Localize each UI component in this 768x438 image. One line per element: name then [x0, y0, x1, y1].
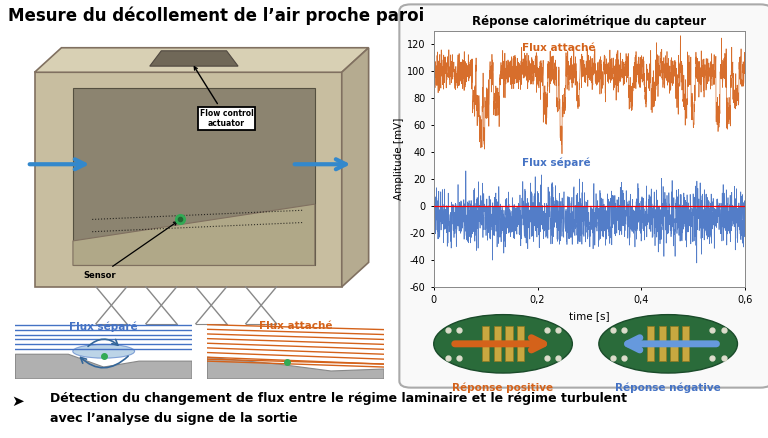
Polygon shape	[150, 51, 238, 66]
Text: Flow control
actuator: Flow control actuator	[194, 67, 253, 128]
Text: Détection du changement de flux entre le régime laminaire et le régime turbulent: Détection du changement de flux entre le…	[50, 392, 627, 405]
Polygon shape	[35, 48, 369, 72]
X-axis label: time [s]: time [s]	[569, 311, 610, 321]
Title: Réponse calorimétrique du capteur: Réponse calorimétrique du capteur	[472, 15, 707, 28]
FancyBboxPatch shape	[482, 326, 489, 361]
Polygon shape	[207, 357, 384, 379]
Polygon shape	[73, 88, 315, 265]
Ellipse shape	[73, 344, 134, 358]
FancyBboxPatch shape	[659, 326, 666, 361]
Ellipse shape	[434, 314, 572, 373]
Text: avec l’analyse du signe de la sortie: avec l’analyse du signe de la sortie	[50, 412, 297, 425]
Text: Flux séparé: Flux séparé	[69, 321, 138, 332]
Polygon shape	[15, 354, 192, 379]
Polygon shape	[35, 72, 342, 287]
Polygon shape	[73, 204, 315, 265]
FancyBboxPatch shape	[494, 326, 501, 361]
FancyBboxPatch shape	[682, 326, 690, 361]
Text: Sensor: Sensor	[84, 222, 177, 280]
Polygon shape	[342, 48, 369, 287]
FancyBboxPatch shape	[517, 326, 525, 361]
Text: Flux attaché: Flux attaché	[522, 43, 595, 53]
Y-axis label: Amplitude [mV]: Amplitude [mV]	[394, 117, 404, 200]
Ellipse shape	[599, 314, 737, 373]
Text: Flux séparé: Flux séparé	[522, 158, 591, 168]
FancyBboxPatch shape	[647, 326, 654, 361]
Text: Réponse négative: Réponse négative	[615, 382, 721, 393]
Text: ➤: ➤	[12, 394, 25, 409]
FancyBboxPatch shape	[670, 326, 677, 361]
FancyBboxPatch shape	[505, 326, 512, 361]
Text: Réponse positive: Réponse positive	[452, 382, 554, 393]
Text: Flux attaché: Flux attaché	[259, 321, 333, 331]
Text: Mesure du décollement de l’air proche paroi: Mesure du décollement de l’air proche pa…	[8, 7, 424, 25]
